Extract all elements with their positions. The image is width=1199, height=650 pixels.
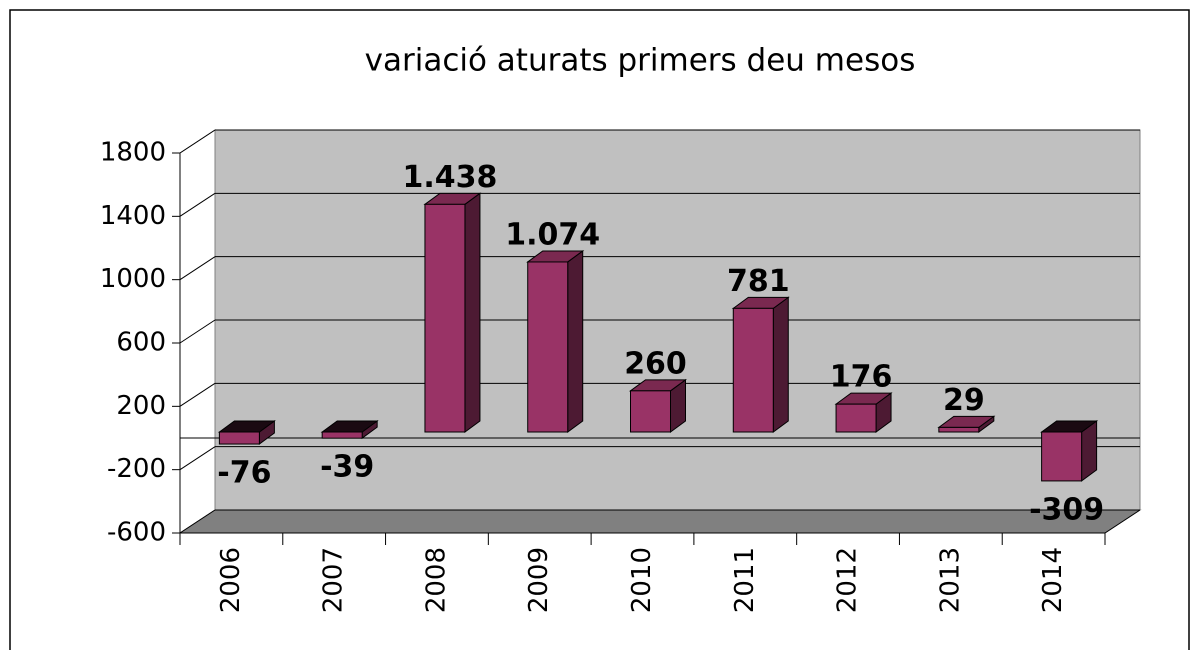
data-label: -76 [217,456,271,491]
x-tick-label: 2008 [421,547,451,613]
y-tick-label: 1400 [100,201,166,231]
grid-line [179,509,216,534]
data-label: 29 [943,383,985,418]
grid-line [179,319,216,344]
y-tick-label: 600 [116,328,166,358]
x-tick-label: 2006 [216,547,246,613]
floor-edge [1104,509,1141,534]
data-label: 260 [624,346,687,381]
bar [732,307,774,433]
bar [321,431,363,439]
grid-line [179,256,216,281]
bar [527,261,569,433]
data-label: -39 [320,450,374,485]
bar-side [464,192,481,433]
data-label: 176 [830,360,893,395]
x-tick-label: 2011 [730,547,760,613]
bar-side [567,249,584,433]
x-tick-label: 2012 [833,547,863,613]
bar [938,426,980,433]
y-tick-label: 1000 [100,264,166,294]
data-label: 1.438 [402,160,497,195]
data-label: 1.074 [505,217,600,252]
bar [424,203,466,433]
x-tick-label: 2014 [1038,547,1068,613]
x-tick-label: 2013 [935,547,965,613]
bar [835,403,877,433]
y-tick-label: 1800 [100,138,166,168]
chart-title: variació aturats primers deu mesos [365,43,916,79]
bar-side [772,296,789,433]
y-tick-label: -200 [107,454,166,484]
grid-line [179,382,216,407]
y-tick-label: -600 [107,518,166,548]
floor [178,509,1142,534]
grid-line [179,446,216,471]
x-tick-label: 2009 [524,547,554,613]
bar [1041,431,1083,482]
data-label: 781 [727,264,790,299]
x-tick-label: 2010 [627,547,657,613]
bar [218,431,260,445]
grid-line [179,129,216,154]
grid-line [179,192,216,217]
data-label: -309 [1029,492,1104,527]
bar [630,390,671,433]
x-tick-label: 2007 [319,547,349,613]
y-tick-label: 200 [116,391,166,421]
